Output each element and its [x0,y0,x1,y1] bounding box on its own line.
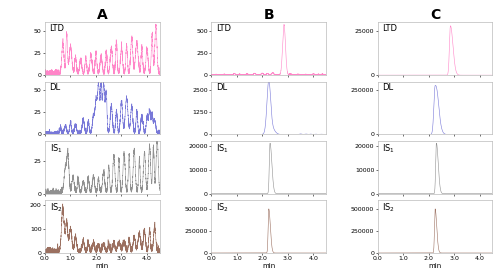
Text: IS$_2$: IS$_2$ [216,202,229,214]
Text: DL: DL [382,83,394,92]
Text: IS$_2$: IS$_2$ [50,202,62,214]
Text: LTD: LTD [382,24,398,33]
Text: IS$_1$: IS$_1$ [382,142,396,155]
Title: C: C [430,8,440,22]
Text: DL: DL [216,83,227,92]
Text: IS$_1$: IS$_1$ [216,142,229,155]
Title: B: B [264,8,274,22]
X-axis label: min: min [96,263,109,269]
Text: IS$_2$: IS$_2$ [382,202,396,214]
Text: IS$_1$: IS$_1$ [50,142,62,155]
Text: LTD: LTD [50,24,64,33]
Text: LTD: LTD [216,24,231,33]
X-axis label: min: min [428,263,442,269]
X-axis label: min: min [262,263,276,269]
Text: DL: DL [50,83,60,92]
Title: A: A [97,8,108,22]
